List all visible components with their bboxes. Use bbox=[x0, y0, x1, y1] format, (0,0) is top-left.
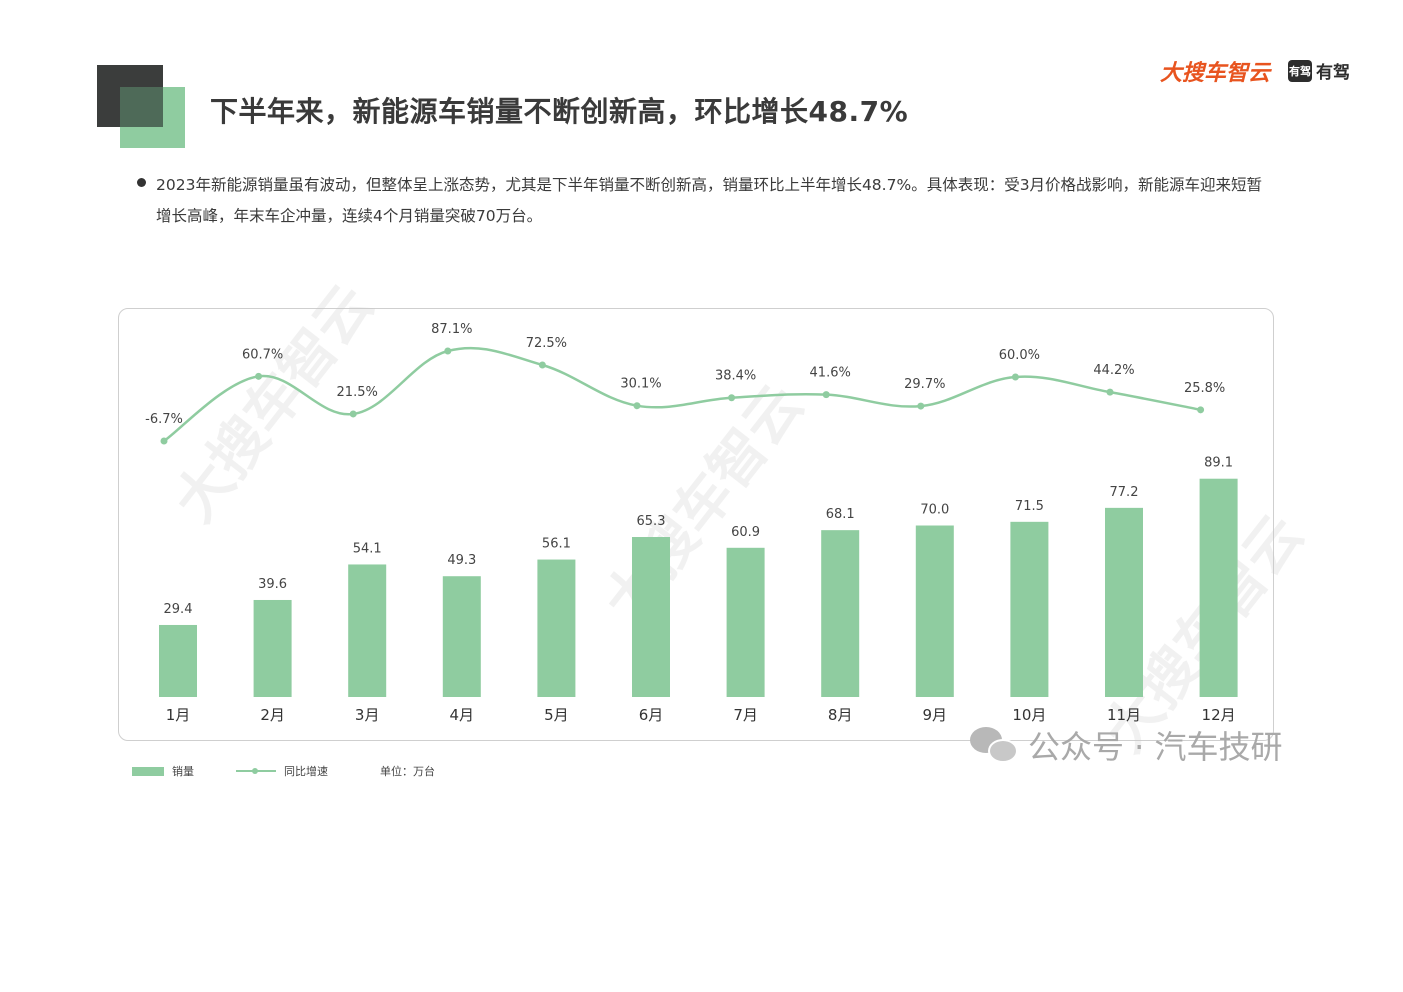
growth-value-label: 44.2% bbox=[1093, 363, 1134, 378]
bar-value-label: 39.6 bbox=[258, 577, 287, 592]
bar-value-label: 70.0 bbox=[920, 503, 949, 518]
bar-1 bbox=[159, 624, 197, 697]
legend-growth: 同比增速 bbox=[236, 763, 328, 779]
page-title: 下半年来，新能源车销量不断创新高，环比增长48.7% bbox=[210, 95, 909, 128]
legend-unit: 单位：万台 bbox=[380, 763, 435, 779]
wechat-watermark: 公众号 · 汽车技研 bbox=[970, 722, 1283, 768]
growth-point-3 bbox=[349, 410, 357, 418]
bar-7 bbox=[726, 547, 765, 697]
bar-value-label: 68.1 bbox=[826, 507, 855, 522]
brand-logo-dasouche: 大搜车智云 bbox=[1160, 61, 1271, 86]
x-axis-tick-label: 6月 bbox=[639, 706, 664, 724]
legend-sales-label: 销量 bbox=[172, 765, 194, 778]
bar-10 bbox=[1010, 521, 1049, 697]
wechat-watermark-text: 公众号 · 汽车技研 bbox=[1028, 728, 1283, 766]
bar-value-label: 77.2 bbox=[1110, 485, 1139, 500]
x-axis-tick-label: 12月 bbox=[1202, 706, 1236, 724]
x-axis-tick-label: 1月 bbox=[166, 706, 191, 724]
bar-value-label: 60.9 bbox=[731, 525, 760, 540]
x-axis-tick-label: 11月 bbox=[1107, 706, 1141, 724]
growth-point-9 bbox=[917, 402, 925, 410]
growth-point-6 bbox=[633, 402, 641, 410]
bar-6 bbox=[632, 537, 670, 697]
bar-value-label: 89.1 bbox=[1204, 456, 1233, 471]
wechat-icon bbox=[970, 725, 1018, 765]
bar-2 bbox=[253, 599, 292, 697]
bar-12 bbox=[1199, 478, 1238, 697]
x-axis-tick-label: 8月 bbox=[828, 706, 853, 724]
growth-rate-line bbox=[163, 346, 1201, 443]
bar-11 bbox=[1105, 507, 1143, 697]
growth-point-8 bbox=[822, 391, 830, 399]
growth-point-5 bbox=[538, 361, 546, 369]
bar-value-label: 54.1 bbox=[353, 541, 382, 556]
youjia-logo-text: 有驾 bbox=[1316, 63, 1350, 83]
x-axis-tick-label: 5月 bbox=[544, 706, 569, 724]
bar-value-label: 56.1 bbox=[542, 537, 571, 552]
x-axis-tick-label: 10月 bbox=[1012, 706, 1046, 724]
growth-value-label: 72.5% bbox=[526, 336, 567, 351]
growth-value-label: 60.7% bbox=[242, 347, 283, 362]
x-axis-tick-label: 4月 bbox=[450, 706, 475, 724]
bar-value-label: 29.4 bbox=[164, 602, 193, 617]
growth-point-2 bbox=[255, 372, 263, 380]
bar-value-label: 71.5 bbox=[1015, 499, 1044, 514]
bar-8 bbox=[821, 530, 860, 697]
legend-sales: 销量 bbox=[132, 763, 194, 779]
bar-5 bbox=[537, 559, 576, 697]
growth-point-1 bbox=[160, 437, 168, 445]
youjia-logo-icon: 有驾 bbox=[1288, 59, 1312, 82]
x-axis-tick-label: 2月 bbox=[260, 706, 285, 724]
bar-3 bbox=[348, 564, 387, 697]
growth-value-label: 87.1% bbox=[431, 322, 472, 337]
growth-point-7 bbox=[728, 394, 736, 402]
chart-frame bbox=[118, 308, 1274, 741]
legend-line-swatch bbox=[236, 766, 276, 776]
growth-value-label: 41.6% bbox=[810, 366, 851, 381]
growth-value-label: 21.5% bbox=[337, 385, 378, 400]
legend-growth-label: 同比增速 bbox=[284, 765, 328, 778]
brand-logo-youjia: 有驾 有驾 bbox=[1288, 58, 1350, 83]
growth-value-label: 30.1% bbox=[620, 377, 661, 392]
unit-label: 单位：万台 bbox=[380, 765, 435, 778]
growth-point-12 bbox=[1197, 406, 1205, 414]
growth-point-10 bbox=[1011, 373, 1019, 381]
growth-value-label: 60.0% bbox=[999, 348, 1040, 363]
bar-value-label: 65.3 bbox=[637, 514, 666, 529]
x-axis-tick-label: 3月 bbox=[355, 706, 380, 724]
growth-value-label: 38.4% bbox=[715, 369, 756, 384]
bar-value-label: 49.3 bbox=[447, 553, 476, 568]
growth-point-11 bbox=[1106, 388, 1114, 396]
bullet-icon bbox=[137, 178, 146, 187]
growth-value-label: 29.7% bbox=[904, 377, 945, 392]
title-decoration-overlap bbox=[120, 87, 163, 127]
x-axis-tick-label: 9月 bbox=[923, 706, 948, 724]
growth-value-label: -6.7% bbox=[145, 412, 183, 427]
bar-9 bbox=[915, 525, 954, 697]
growth-value-label: 25.8% bbox=[1184, 381, 1225, 396]
growth-point-4 bbox=[444, 347, 452, 355]
description-text: 2023年新能源销量虽有波动，但整体呈上涨态势，尤其是下半年销量不断创新高，销量… bbox=[156, 176, 1263, 225]
x-axis-tick-label: 7月 bbox=[733, 706, 758, 724]
legend-bar-swatch bbox=[132, 766, 164, 776]
bar-4 bbox=[442, 576, 481, 697]
